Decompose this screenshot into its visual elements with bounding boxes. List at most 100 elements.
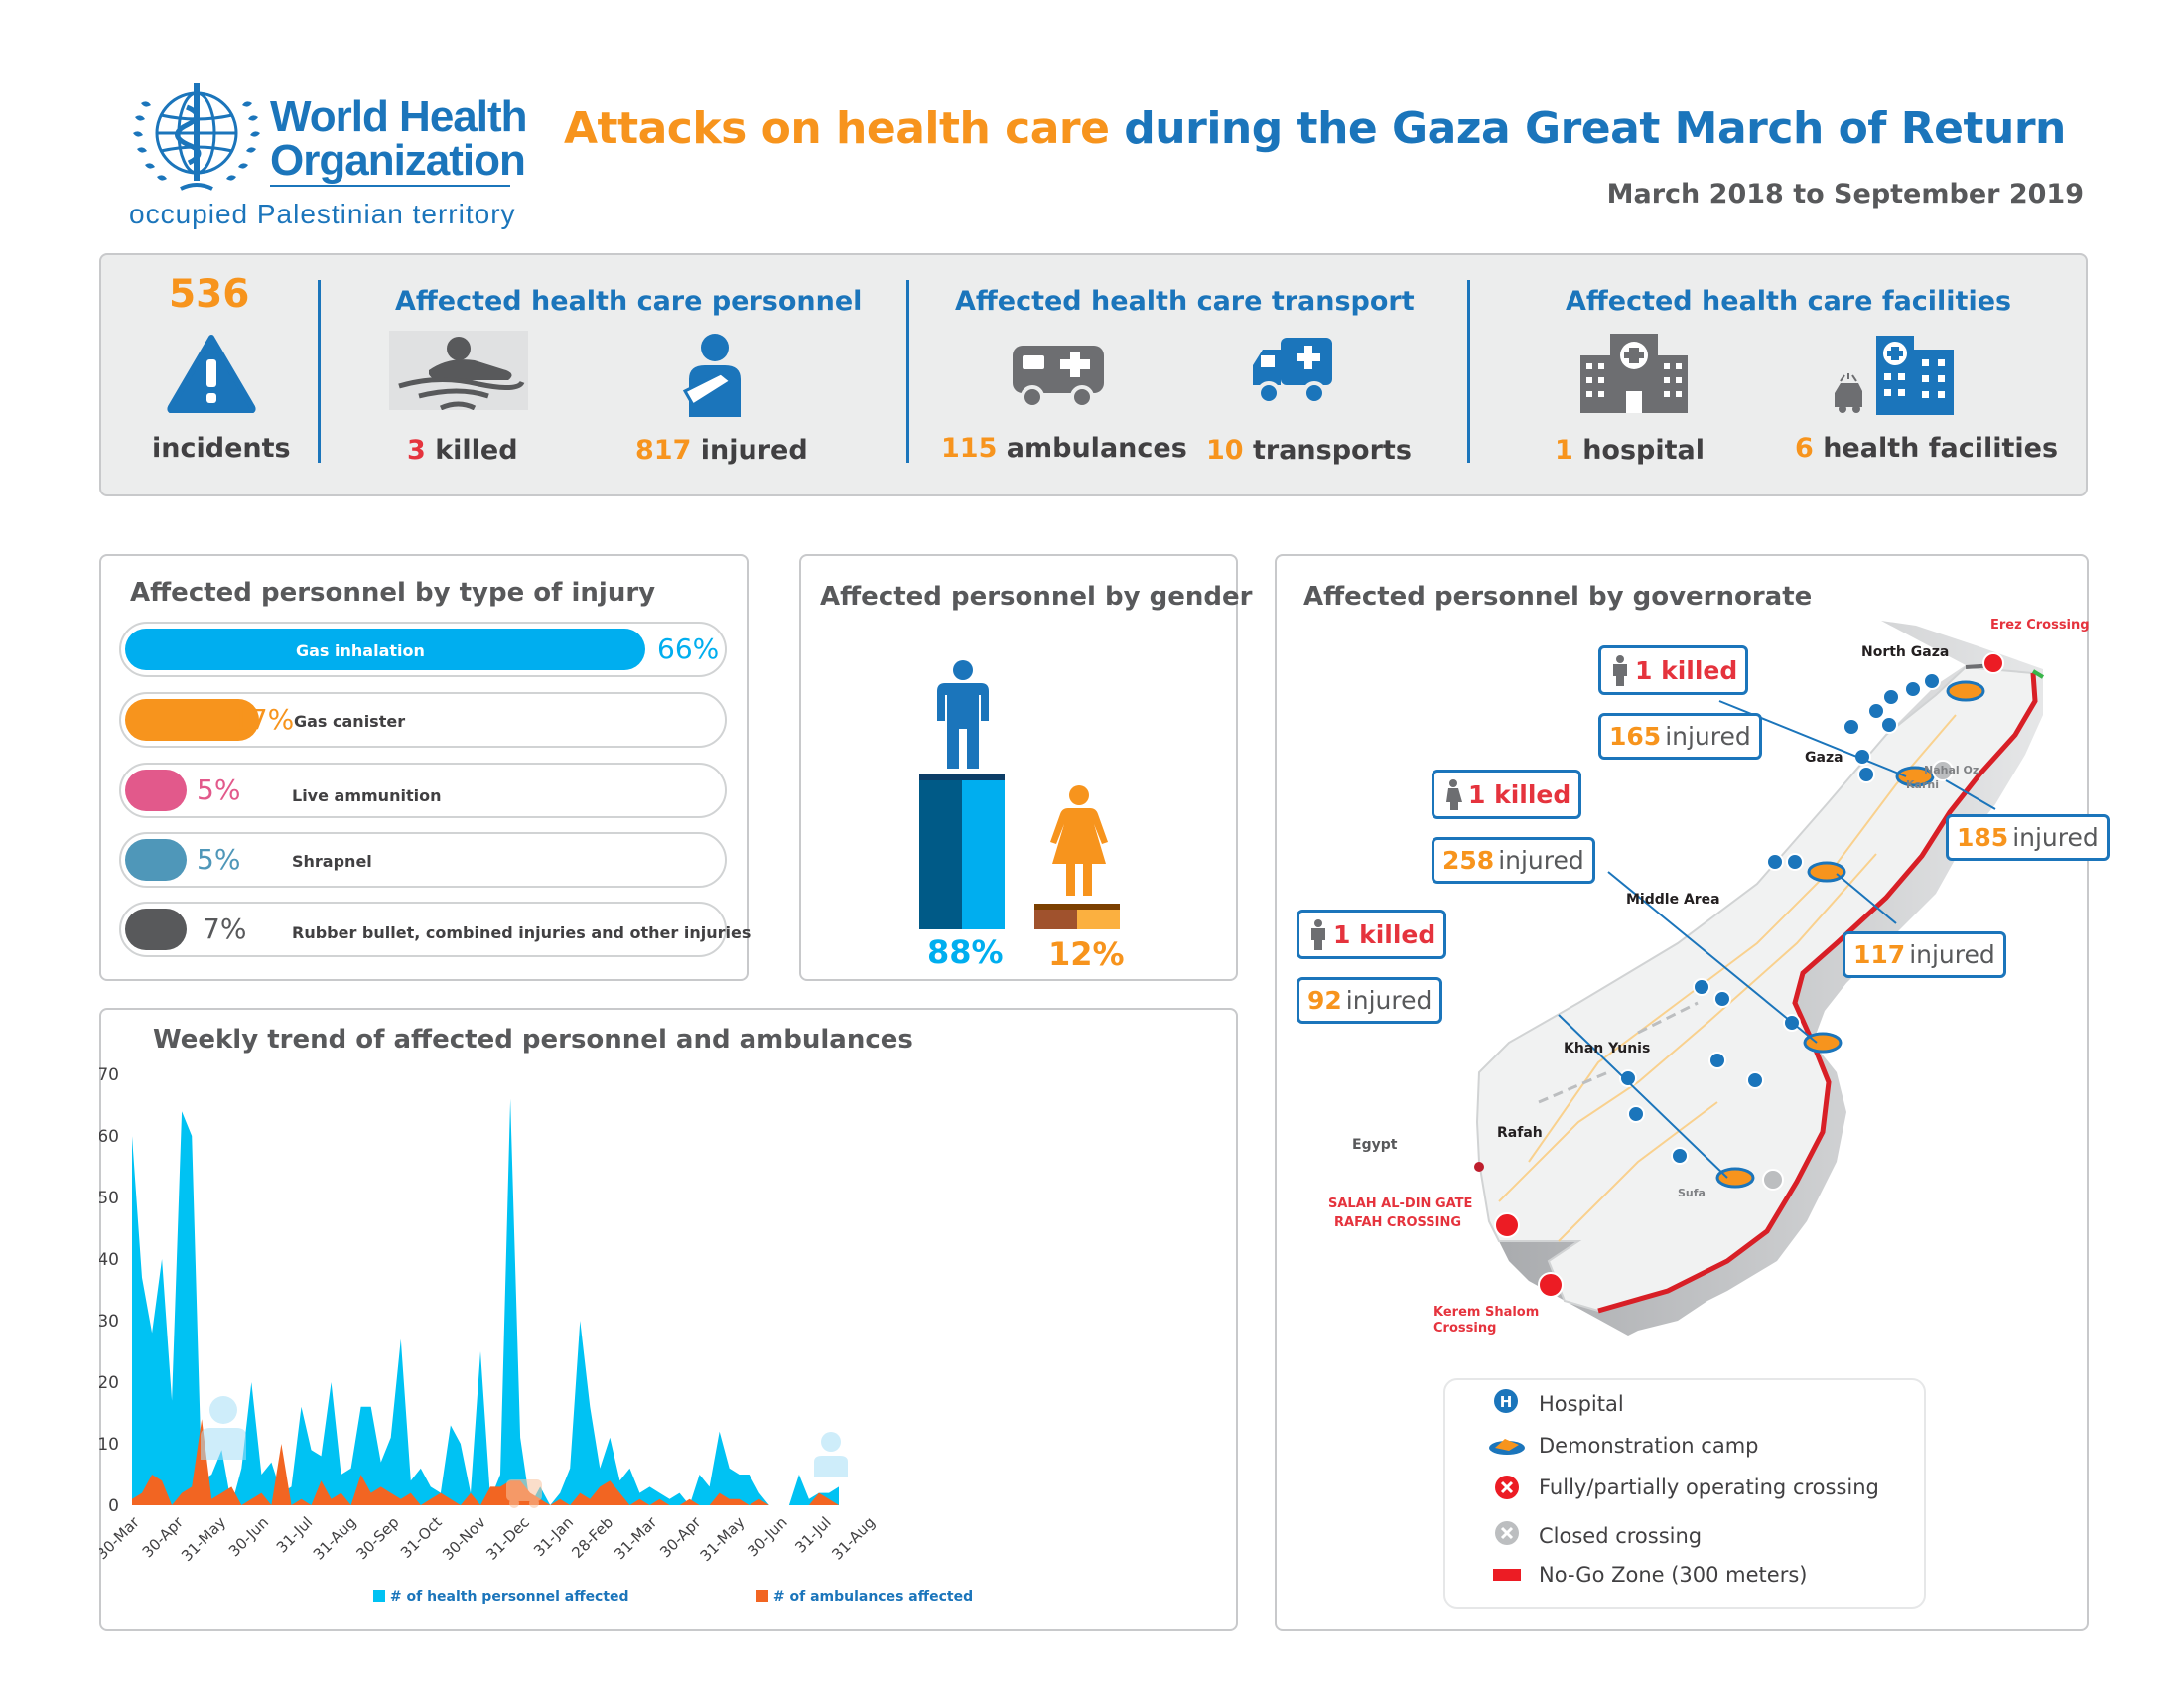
hospital-num: 1 (1555, 435, 1573, 466)
map-label-khan-yunis: Khan Yunis (1564, 1041, 1651, 1056)
injured-stat: 817 injured (635, 435, 808, 466)
injured-label: injured (700, 435, 808, 466)
injury-bar-pct: 17% (232, 703, 295, 736)
khan-killed-text: 1 killed (1333, 919, 1436, 949)
x-tick-label: 28-Feb (568, 1513, 616, 1562)
who-name-line2: Organization (270, 136, 526, 185)
map-label-nahal-oz: Nahal Oz (1924, 764, 1979, 776)
injury-bar-pct: 5% (197, 843, 241, 876)
callout-north-killed: 1 killed (1598, 645, 1749, 695)
x-tick-label: 31-Mar (611, 1513, 661, 1564)
incidents-label: incidents (152, 433, 291, 464)
injury-bar: 7% Rubber bullet, combined injuries and … (119, 902, 751, 957)
x-tick-label: 31-Oct (397, 1513, 446, 1562)
middle-injured-num: 185 (1957, 823, 2009, 852)
x-tick-label: 31-May (697, 1513, 749, 1565)
who-subtitle: occupied Palestinian territory (129, 199, 516, 229)
chart-injured-person-icon (201, 1396, 246, 1460)
chart-title: Weekly trend of affected personnel and a… (153, 1025, 913, 1055)
y-tick-label: 40 (99, 1250, 119, 1270)
injury-bar-pct: 5% (197, 774, 241, 806)
map-label-sufa: Sufa (1678, 1187, 1706, 1199)
callout-middle-injured: 185 injured (1946, 814, 2110, 861)
injury-bar-fill (125, 839, 187, 881)
callout-rafah-injured: 117 injured (1843, 931, 2006, 978)
x-tick-label: 31-May (178, 1513, 229, 1565)
summary-divider (1467, 280, 1470, 463)
injury-bar-fill (125, 770, 187, 811)
chart-injured-person-icon (814, 1432, 848, 1477)
callout-gaza-killed: 1 killed (1432, 770, 1582, 819)
who-divider (270, 185, 510, 187)
gender-card (799, 554, 1238, 981)
legend-camp: Demonstration camp (1539, 1434, 1759, 1458)
nogo-zone-swatch (1493, 1569, 1521, 1581)
ambulances-stat: 115 ambulances (941, 433, 1187, 464)
summary-divider (318, 280, 321, 463)
x-tick-label: 31-Dec (482, 1513, 533, 1564)
hospital-building-icon (1576, 332, 1692, 417)
map-label-erez: Erez Crossing (1990, 618, 2090, 633)
map-label-salah-gate: SALAH AL-DIN GATE (1328, 1196, 1473, 1211)
camp-markers (1715, 680, 1985, 1189)
chart-ambulance-icon (506, 1479, 542, 1508)
hospital-icon: H (1493, 1388, 1519, 1418)
who-emblem-icon (127, 77, 266, 199)
y-tick-label: 0 (108, 1496, 119, 1516)
injury-bar-fill (125, 909, 187, 950)
rafah-injured-num: 117 (1853, 940, 1906, 969)
legend-ambulances-label: # of ambulances affected (772, 1589, 974, 1605)
callout-gaza-injured: 258 injured (1432, 837, 1595, 884)
legend-swatch-ambulances (756, 1590, 768, 1602)
map-label-kerem-2: Crossing (1433, 1321, 1497, 1336)
y-tick-label: 70 (99, 1065, 119, 1085)
injury-bar: 5% Live ammunition (119, 763, 727, 818)
injury-bar: 17% Gas canister (119, 692, 727, 748)
female-person-icon (1446, 779, 1462, 810)
north-injured-word: injured (1665, 722, 1751, 751)
chart-legend-personnel: # of health personnel affected (373, 1589, 629, 1605)
transport-heading: Affected health care transport (955, 286, 1415, 317)
map-label-rafah: Rafah (1497, 1125, 1543, 1141)
svg-text:H: H (1500, 1393, 1513, 1411)
injury-bar-pct: 66% (657, 633, 720, 665)
male-bar (919, 774, 1005, 929)
x-tick-label: 31-Jan (530, 1513, 577, 1560)
map-label-middle-area: Middle Area (1626, 892, 1720, 908)
crossing-markers (1474, 652, 2004, 1298)
killed-num: 3 (407, 435, 426, 466)
male-person-icon (1613, 655, 1627, 686)
open-crossing-icon (1493, 1474, 1521, 1505)
x-tick-label: 31-Aug (828, 1513, 879, 1564)
title-part2: during the Gaza Great March of Return (1124, 103, 2066, 154)
rafah-injured-word: injured (1909, 940, 1995, 969)
injury-bar-label: Gas canister (294, 712, 406, 731)
north-killed-text: 1 killed (1635, 655, 1738, 685)
injury-title: Affected personnel by type of injury (130, 578, 656, 608)
map-label-gaza: Gaza (1805, 750, 1843, 766)
chart-legend-ambulances: # of ambulances affected (756, 1589, 973, 1605)
callout-north-injured: 165 injured (1598, 713, 1762, 760)
injury-bar-pct: 7% (203, 913, 247, 945)
summary-divider (906, 280, 909, 463)
warning-icon (167, 334, 256, 417)
legend-hospital: Hospital (1539, 1392, 1624, 1416)
y-tick-label: 30 (99, 1312, 119, 1332)
x-tick-label: 30-Sep (353, 1513, 403, 1563)
transports-label: transports (1252, 435, 1412, 466)
map-label-kerem-1: Kerem Shalom (1433, 1305, 1540, 1320)
map-legend (1443, 1378, 1926, 1609)
ambulances-label: ambulances (1006, 433, 1187, 464)
gaza-injured-word: injured (1498, 846, 1584, 875)
khan-injured-word: injured (1345, 986, 1433, 1015)
callout-khan-killed: 1 killed (1297, 910, 1447, 959)
killed-label: killed (435, 435, 518, 466)
x-tick-label: 30-Mar (99, 1513, 143, 1564)
personnel-heading: Affected health care personnel (395, 286, 863, 317)
map-label-north-gaza: North Gaza (1861, 644, 1950, 660)
injury-bar-label: Live ammunition (292, 786, 442, 805)
injury-bar-fill (125, 629, 645, 670)
injury-bar-fill (125, 699, 259, 741)
female-person-icon (1046, 784, 1112, 902)
